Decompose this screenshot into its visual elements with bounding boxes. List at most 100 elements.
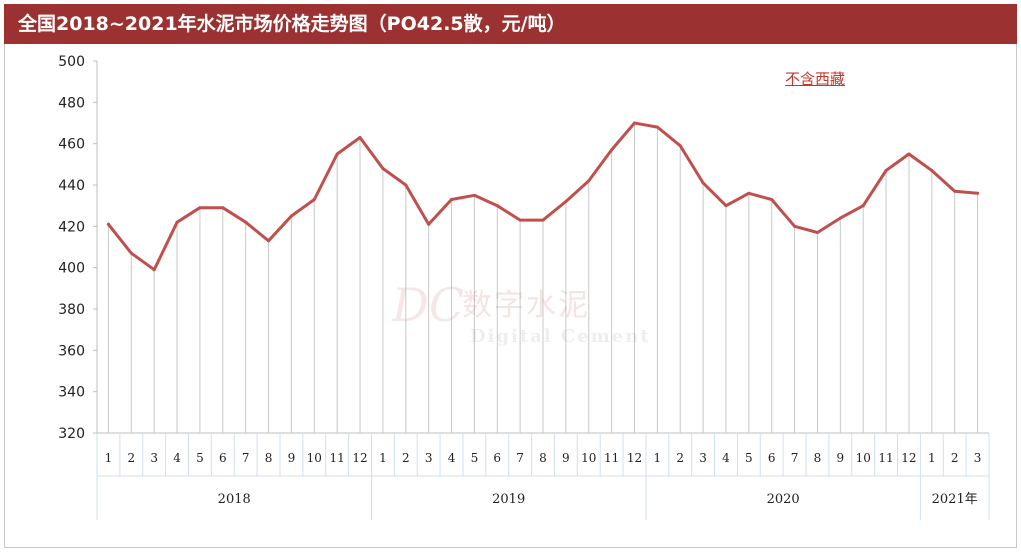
x-tick-label: 6 — [493, 451, 501, 465]
year-label: 2020 — [767, 492, 800, 507]
watermark-name-cn: 数字水泥 — [462, 288, 590, 323]
x-tick-label: 2 — [127, 451, 135, 465]
x-tick-label: 1 — [379, 451, 387, 465]
x-tick-label: 2 — [951, 451, 959, 465]
x-tick-label: 5 — [196, 451, 204, 465]
x-tick-label: 6 — [219, 451, 227, 465]
data-point — [312, 197, 316, 201]
x-tick-label: 6 — [768, 451, 776, 465]
data-point — [404, 183, 408, 187]
data-point — [610, 148, 614, 152]
data-point — [907, 152, 911, 156]
x-tick-label: 10 — [307, 451, 322, 465]
x-tick-label: 12 — [627, 451, 642, 465]
data-point — [678, 144, 682, 148]
x-tick-label: 3 — [974, 451, 982, 465]
data-point — [564, 200, 568, 204]
x-tick-label: 4 — [448, 451, 456, 465]
chart-frame — [4, 4, 1017, 548]
data-point — [930, 169, 934, 173]
x-tick-label: 8 — [265, 451, 273, 465]
data-point — [427, 222, 431, 226]
x-tick-label: 11 — [878, 451, 893, 465]
x-tick-label: 7 — [516, 451, 524, 465]
data-point — [976, 191, 980, 195]
chart-title: 全国2018~2021年水泥市场价格走势图（PO42.5散，元/吨） — [18, 13, 566, 35]
y-tick-label: 420 — [58, 219, 85, 235]
x-tick-label: 10 — [581, 451, 596, 465]
x-tick-label: 3 — [150, 451, 158, 465]
chart-note: 不含西藏 — [785, 70, 846, 88]
data-point — [632, 121, 636, 125]
x-tick-label: 3 — [425, 451, 433, 465]
data-point — [198, 206, 202, 210]
x-tick-label: 9 — [288, 451, 296, 465]
x-tick-label: 11 — [330, 451, 345, 465]
data-point — [815, 231, 819, 235]
y-tick-label: 480 — [58, 95, 85, 111]
year-label: 2019 — [492, 492, 525, 507]
x-tick-label: 3 — [699, 451, 707, 465]
y-tick-label: 340 — [58, 385, 85, 401]
data-point — [838, 216, 842, 220]
title-bar: 全国2018~2021年水泥市场价格走势图（PO42.5散，元/吨） — [4, 4, 1017, 44]
data-point — [655, 125, 659, 129]
data-point — [472, 193, 476, 197]
data-point — [793, 224, 797, 228]
y-tick-label: 320 — [58, 426, 85, 442]
year-label: 2018 — [218, 492, 251, 507]
data-point — [518, 218, 522, 222]
y-tick-label: 380 — [58, 302, 85, 318]
data-point — [106, 222, 110, 226]
y-tick-label: 400 — [58, 261, 85, 277]
x-tick-label: 12 — [901, 451, 916, 465]
data-point — [267, 239, 271, 243]
data-point — [175, 220, 179, 224]
x-tick-label: 9 — [562, 451, 570, 465]
x-tick-label: 11 — [604, 451, 619, 465]
y-tick-label: 440 — [58, 178, 85, 194]
data-point — [244, 220, 248, 224]
data-point — [450, 197, 454, 201]
data-point — [884, 169, 888, 173]
data-point — [358, 135, 362, 139]
x-tick-label: 1 — [654, 451, 662, 465]
data-point — [495, 204, 499, 208]
watermark-logo: DC — [392, 278, 465, 332]
data-point — [770, 197, 774, 201]
data-point — [381, 166, 385, 170]
data-point — [724, 204, 728, 208]
x-tick-label: 5 — [471, 451, 479, 465]
x-tick-label: 8 — [814, 451, 822, 465]
y-tick-label: 500 — [58, 54, 85, 70]
data-point — [861, 204, 865, 208]
y-tick-label: 360 — [58, 343, 85, 359]
watermark-name-en: Digital Cement — [470, 326, 651, 347]
x-tick-label: 2 — [676, 451, 684, 465]
data-point — [221, 206, 225, 210]
data-point — [953, 189, 957, 193]
x-tick-label: 7 — [242, 451, 250, 465]
data-point — [541, 218, 545, 222]
x-tick-label: 7 — [791, 451, 799, 465]
x-tick-label: 8 — [539, 451, 547, 465]
x-tick-label: 1 — [928, 451, 936, 465]
x-tick-label: 1 — [105, 451, 113, 465]
year-label: 2021年 — [932, 492, 978, 507]
data-point — [289, 214, 293, 218]
x-tick-label: 4 — [722, 451, 730, 465]
x-tick-label: 5 — [745, 451, 753, 465]
x-tick-label: 10 — [856, 451, 871, 465]
y-tick-label: 460 — [58, 137, 85, 153]
data-point — [747, 191, 751, 195]
data-point — [701, 181, 705, 185]
data-point — [129, 251, 133, 255]
x-tick-label: 4 — [173, 451, 181, 465]
x-tick-label: 12 — [352, 451, 367, 465]
x-tick-label: 9 — [837, 451, 845, 465]
data-point — [152, 268, 156, 272]
x-tick-label: 2 — [402, 451, 410, 465]
data-point — [335, 152, 339, 156]
data-point — [587, 179, 591, 183]
